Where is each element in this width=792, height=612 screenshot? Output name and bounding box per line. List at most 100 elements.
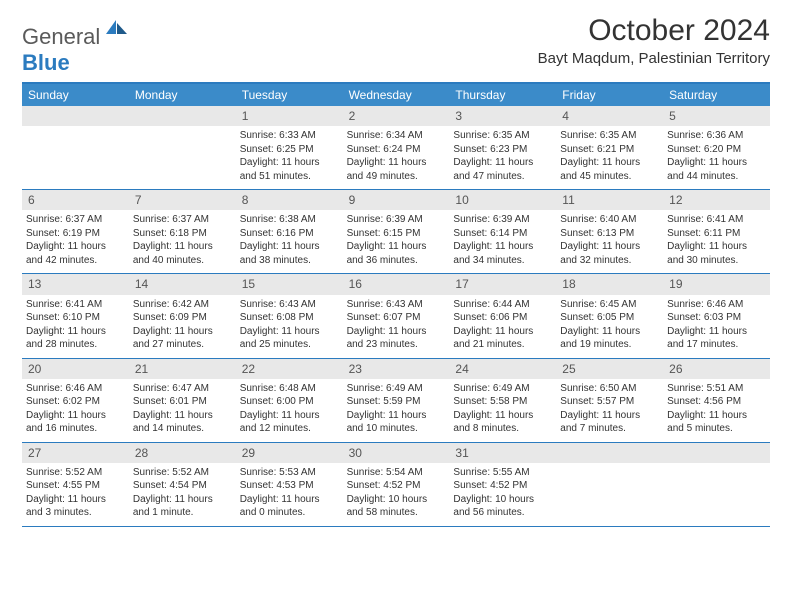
daylight-text: Daylight: 11 hours and 1 minute. xyxy=(133,493,232,520)
week-row: 6Sunrise: 6:37 AMSunset: 6:19 PMDaylight… xyxy=(22,190,770,274)
sunrise-text: Sunrise: 6:46 AM xyxy=(667,298,766,312)
sunset-text: Sunset: 6:07 PM xyxy=(347,311,446,325)
logo-word-general: General xyxy=(22,24,100,49)
day-cell: 18Sunrise: 6:45 AMSunset: 6:05 PMDayligh… xyxy=(556,274,663,357)
day-number: 6 xyxy=(22,190,129,210)
sunset-text: Sunset: 6:02 PM xyxy=(26,395,125,409)
daylight-text: Daylight: 11 hours and 10 minutes. xyxy=(347,409,446,436)
day-number: 12 xyxy=(663,190,770,210)
day-number: 7 xyxy=(129,190,236,210)
day-cell: 8Sunrise: 6:38 AMSunset: 6:16 PMDaylight… xyxy=(236,190,343,273)
day-cell: 27Sunrise: 5:52 AMSunset: 4:55 PMDayligh… xyxy=(22,443,129,526)
calendar: Sunday Monday Tuesday Wednesday Thursday… xyxy=(22,82,770,527)
day-cell: 31Sunrise: 5:55 AMSunset: 4:52 PMDayligh… xyxy=(449,443,556,526)
day-number: 1 xyxy=(236,106,343,126)
day-cell: 26Sunrise: 5:51 AMSunset: 4:56 PMDayligh… xyxy=(663,359,770,442)
sunset-text: Sunset: 4:52 PM xyxy=(453,479,552,493)
sunset-text: Sunset: 5:58 PM xyxy=(453,395,552,409)
sunset-text: Sunset: 4:55 PM xyxy=(26,479,125,493)
week-row: 27Sunrise: 5:52 AMSunset: 4:55 PMDayligh… xyxy=(22,443,770,527)
sunrise-text: Sunrise: 6:49 AM xyxy=(453,382,552,396)
day-number: 29 xyxy=(236,443,343,463)
sunrise-text: Sunrise: 5:52 AM xyxy=(133,466,232,480)
day-number: 26 xyxy=(663,359,770,379)
day-cell: 16Sunrise: 6:43 AMSunset: 6:07 PMDayligh… xyxy=(343,274,450,357)
day-cell xyxy=(129,106,236,189)
day-number: 11 xyxy=(556,190,663,210)
day-header-sunday: Sunday xyxy=(22,84,129,106)
daylight-text: Daylight: 11 hours and 36 minutes. xyxy=(347,240,446,267)
day-cell: 17Sunrise: 6:44 AMSunset: 6:06 PMDayligh… xyxy=(449,274,556,357)
sunset-text: Sunset: 6:23 PM xyxy=(453,143,552,157)
daylight-text: Daylight: 11 hours and 19 minutes. xyxy=(560,325,659,352)
day-cell: 29Sunrise: 5:53 AMSunset: 4:53 PMDayligh… xyxy=(236,443,343,526)
sunrise-text: Sunrise: 6:43 AM xyxy=(240,298,339,312)
daylight-text: Daylight: 11 hours and 45 minutes. xyxy=(560,156,659,183)
sunrise-text: Sunrise: 5:55 AM xyxy=(453,466,552,480)
weeks-container: 1Sunrise: 6:33 AMSunset: 6:25 PMDaylight… xyxy=(22,106,770,527)
daylight-text: Daylight: 11 hours and 47 minutes. xyxy=(453,156,552,183)
sunrise-text: Sunrise: 6:39 AM xyxy=(347,213,446,227)
day-number: 22 xyxy=(236,359,343,379)
day-number: 16 xyxy=(343,274,450,294)
day-header-row: Sunday Monday Tuesday Wednesday Thursday… xyxy=(22,84,770,106)
sunrise-text: Sunrise: 5:53 AM xyxy=(240,466,339,480)
day-cell: 21Sunrise: 6:47 AMSunset: 6:01 PMDayligh… xyxy=(129,359,236,442)
sunrise-text: Sunrise: 5:54 AM xyxy=(347,466,446,480)
day-cell: 3Sunrise: 6:35 AMSunset: 6:23 PMDaylight… xyxy=(449,106,556,189)
daylight-text: Daylight: 11 hours and 51 minutes. xyxy=(240,156,339,183)
sunset-text: Sunset: 6:18 PM xyxy=(133,227,232,241)
day-number: 21 xyxy=(129,359,236,379)
day-number: 24 xyxy=(449,359,556,379)
sunrise-text: Sunrise: 6:49 AM xyxy=(347,382,446,396)
day-number: 2 xyxy=(343,106,450,126)
daylight-text: Daylight: 11 hours and 27 minutes. xyxy=(133,325,232,352)
daylight-text: Daylight: 11 hours and 8 minutes. xyxy=(453,409,552,436)
sunset-text: Sunset: 6:11 PM xyxy=(667,227,766,241)
daylight-text: Daylight: 11 hours and 7 minutes. xyxy=(560,409,659,436)
day-number: 13 xyxy=(22,274,129,294)
day-number: 9 xyxy=(343,190,450,210)
day-cell: 23Sunrise: 6:49 AMSunset: 5:59 PMDayligh… xyxy=(343,359,450,442)
day-cell: 28Sunrise: 5:52 AMSunset: 4:54 PMDayligh… xyxy=(129,443,236,526)
day-number: 4 xyxy=(556,106,663,126)
day-cell xyxy=(22,106,129,189)
sunset-text: Sunset: 6:09 PM xyxy=(133,311,232,325)
sunset-text: Sunset: 6:21 PM xyxy=(560,143,659,157)
sunset-text: Sunset: 6:01 PM xyxy=(133,395,232,409)
day-cell: 24 Sunrise: 6:49 AMSunset: 5:58 PMDayligh… xyxy=(449,359,556,442)
sunrise-text: Sunrise: 6:35 AM xyxy=(453,129,552,143)
sunset-text: Sunset: 5:57 PM xyxy=(560,395,659,409)
day-number: 15 xyxy=(236,274,343,294)
sunset-text: Sunset: 6:05 PM xyxy=(560,311,659,325)
logo-sail-icon xyxy=(106,20,128,34)
daylight-text: Daylight: 11 hours and 38 minutes. xyxy=(240,240,339,267)
day-cell: 2Sunrise: 6:34 AMSunset: 6:24 PMDaylight… xyxy=(343,106,450,189)
sunset-text: Sunset: 6:13 PM xyxy=(560,227,659,241)
sunrise-text: Sunrise: 6:43 AM xyxy=(347,298,446,312)
day-header-monday: Monday xyxy=(129,84,236,106)
day-cell: 6Sunrise: 6:37 AMSunset: 6:19 PMDaylight… xyxy=(22,190,129,273)
sunset-text: Sunset: 6:15 PM xyxy=(347,227,446,241)
day-cell: 7Sunrise: 6:37 AMSunset: 6:18 PMDaylight… xyxy=(129,190,236,273)
sunset-text: Sunset: 6:03 PM xyxy=(667,311,766,325)
daylight-text: Daylight: 11 hours and 44 minutes. xyxy=(667,156,766,183)
sunrise-text: Sunrise: 6:47 AM xyxy=(133,382,232,396)
daylight-text: Daylight: 11 hours and 21 minutes. xyxy=(453,325,552,352)
sunset-text: Sunset: 6:06 PM xyxy=(453,311,552,325)
daylight-text: Daylight: 11 hours and 32 minutes. xyxy=(560,240,659,267)
day-number-empty xyxy=(556,443,663,463)
sunrise-text: Sunrise: 6:45 AM xyxy=(560,298,659,312)
day-cell: 11Sunrise: 6:40 AMSunset: 6:13 PMDayligh… xyxy=(556,190,663,273)
day-cell: 15Sunrise: 6:43 AMSunset: 6:08 PMDayligh… xyxy=(236,274,343,357)
day-number-empty xyxy=(22,106,129,126)
day-number: 25 xyxy=(556,359,663,379)
sunrise-text: Sunrise: 5:52 AM xyxy=(26,466,125,480)
sunrise-text: Sunrise: 6:46 AM xyxy=(26,382,125,396)
daylight-text: Daylight: 11 hours and 30 minutes. xyxy=(667,240,766,267)
day-number: 8 xyxy=(236,190,343,210)
daylight-text: Daylight: 11 hours and 12 minutes. xyxy=(240,409,339,436)
daylight-text: Daylight: 11 hours and 40 minutes. xyxy=(133,240,232,267)
logo-word-blue: Blue xyxy=(22,50,70,75)
day-cell: 30Sunrise: 5:54 AMSunset: 4:52 PMDayligh… xyxy=(343,443,450,526)
